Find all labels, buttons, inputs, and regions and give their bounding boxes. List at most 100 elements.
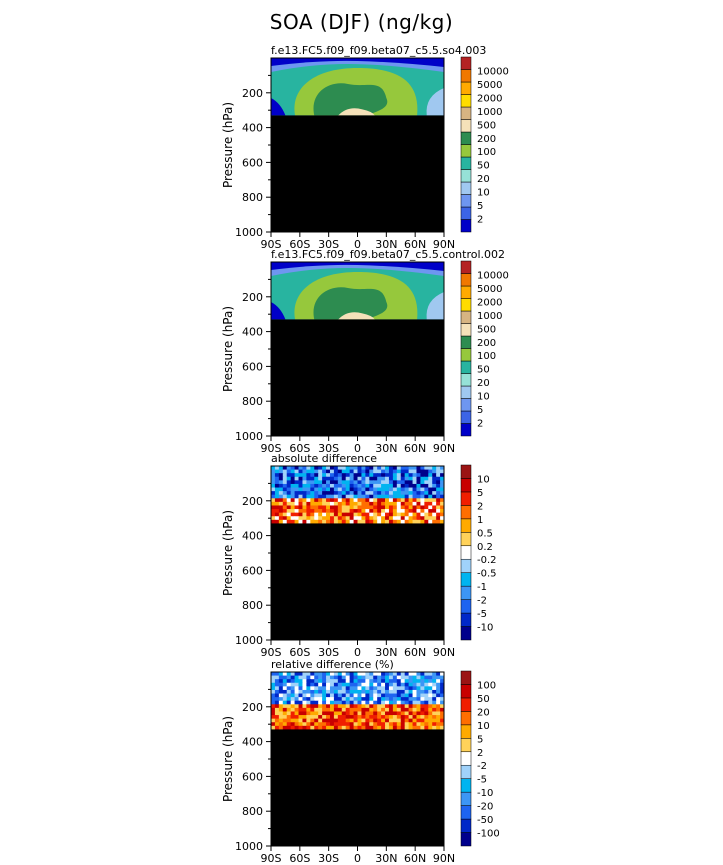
field-cell <box>432 725 437 731</box>
field-cell <box>420 501 425 507</box>
field-cell <box>333 693 339 698</box>
field-cell <box>329 519 335 525</box>
field-cell <box>365 715 370 720</box>
field-cell <box>440 487 444 492</box>
field-cell <box>436 725 441 731</box>
field-cell <box>436 697 441 702</box>
field-cell <box>329 725 335 731</box>
colorbar-swatch <box>460 169 472 183</box>
field-cell <box>353 672 359 677</box>
field-cell <box>337 469 343 474</box>
field-cell <box>404 516 410 521</box>
field-cell <box>377 483 382 489</box>
field-cell <box>322 487 327 492</box>
field-cell <box>298 505 304 510</box>
colorbar-swatch <box>460 273 472 287</box>
field-cell <box>369 693 374 698</box>
field-cell <box>373 498 378 503</box>
field-cell <box>310 689 315 695</box>
field-cell <box>278 715 284 720</box>
field-cell <box>337 693 343 698</box>
colorbar-label: 5 <box>477 734 483 745</box>
field-cell <box>290 686 296 691</box>
field-cell <box>408 675 414 680</box>
field-cell <box>365 704 370 709</box>
field-cell <box>298 498 304 503</box>
colorbar-label: 1 <box>477 515 483 526</box>
field-cell <box>377 711 382 716</box>
x-tick-label: 30N <box>375 238 397 251</box>
colorbar-label: -50 <box>477 815 493 826</box>
field-cell <box>271 675 276 680</box>
field-cell <box>357 700 363 705</box>
field-cell <box>365 491 370 496</box>
field-cell <box>428 704 433 709</box>
field-cell <box>416 480 422 485</box>
field-cell <box>278 487 284 492</box>
field-cell <box>333 487 339 492</box>
field-cell <box>282 491 288 496</box>
field-cell <box>432 505 437 510</box>
field-cell <box>333 718 339 723</box>
field-cell <box>432 689 437 695</box>
field-cell <box>337 700 343 705</box>
field-cell <box>420 483 425 489</box>
field-cell <box>318 700 323 705</box>
field-cell <box>271 473 276 478</box>
field-cell <box>306 476 311 481</box>
field-cell <box>420 505 425 510</box>
field-cell <box>290 480 296 485</box>
field-cell <box>357 480 363 485</box>
colorbar-label: 100 <box>477 680 496 691</box>
field-cell <box>408 501 414 507</box>
field-cell <box>333 516 339 521</box>
field-cell <box>385 509 390 514</box>
field-cell <box>298 483 304 489</box>
field-cell <box>282 722 288 727</box>
field-cell <box>310 501 315 507</box>
field-cell <box>440 679 444 684</box>
field-cell <box>282 672 288 677</box>
field-cell <box>329 689 335 695</box>
field-cell <box>302 700 307 705</box>
field-cell <box>432 672 437 677</box>
field-cell <box>318 473 323 478</box>
field-cell <box>392 682 398 687</box>
field-cell <box>345 675 351 680</box>
field-cell <box>294 707 300 713</box>
field-cell <box>278 466 284 471</box>
colorbar-swatch <box>460 260 472 274</box>
field-cell <box>310 469 315 474</box>
field-cell <box>412 480 418 485</box>
field-cell <box>428 700 433 705</box>
field-cell <box>428 689 433 695</box>
field-cell <box>365 697 370 702</box>
field-cell <box>381 672 386 677</box>
field-cell <box>369 498 374 503</box>
field-cell <box>306 466 311 471</box>
field-cell <box>282 718 288 723</box>
field-cell <box>392 494 398 499</box>
colorbar-swatch <box>460 131 472 145</box>
field-cell <box>298 722 304 727</box>
field-cell <box>290 473 296 478</box>
field-cell <box>396 505 402 510</box>
field-cell <box>404 505 410 510</box>
colorbar-swatch <box>460 545 472 560</box>
field-cell <box>436 473 441 478</box>
field-cell <box>424 501 429 507</box>
y-tick-label: 400 <box>242 736 263 749</box>
field-cell <box>310 697 315 702</box>
field-cell <box>282 707 288 713</box>
field-cell <box>420 679 425 684</box>
field-cell <box>318 494 323 499</box>
field-cell <box>361 501 366 507</box>
field-cell <box>294 476 300 481</box>
field-cell <box>333 501 339 507</box>
field-cell <box>290 516 296 521</box>
field-cell <box>432 715 437 720</box>
colorbar-swatch <box>460 298 472 312</box>
field-cell <box>432 494 437 499</box>
field-cell <box>428 516 433 521</box>
field-cell <box>322 480 327 485</box>
